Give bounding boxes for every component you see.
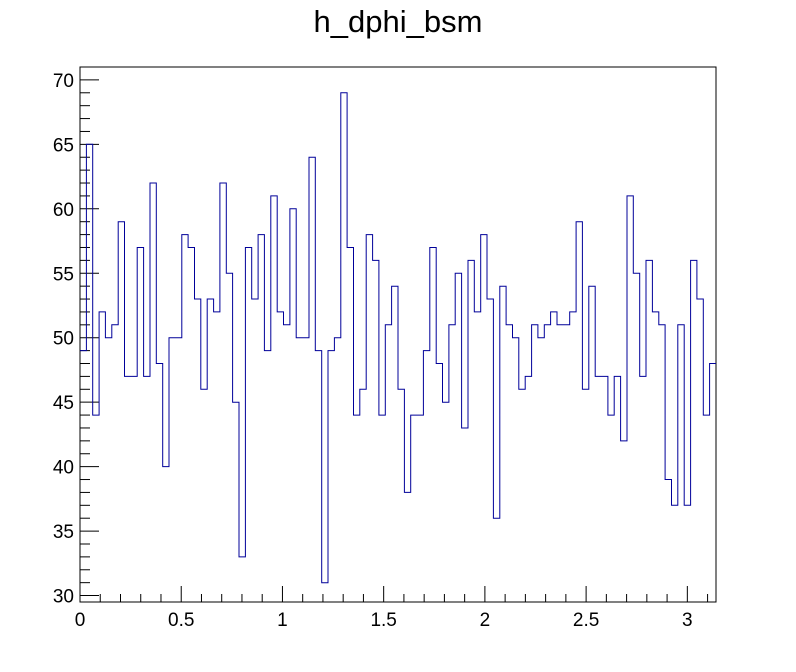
chart-title: h_dphi_bsm <box>314 4 483 39</box>
x-tick-label: 2 <box>480 610 491 631</box>
axis-ticks <box>79 66 709 602</box>
y-tick-label: 55 <box>53 264 74 285</box>
y-tick-label: 50 <box>53 329 74 350</box>
y-tick-label: 60 <box>53 200 74 221</box>
x-tick-label: 1.5 <box>370 610 396 631</box>
y-tick-label: 40 <box>53 458 74 479</box>
y-tick-label: 30 <box>53 587 74 608</box>
y-tick-label: 35 <box>53 522 74 543</box>
x-tick-label: 0.5 <box>168 610 194 631</box>
x-tick-label: 1 <box>277 610 288 631</box>
histogram-series-line <box>80 92 716 584</box>
x-tick-label: 0 <box>75 610 86 631</box>
plot-frame <box>79 66 717 603</box>
x-tick-label: 3 <box>682 610 693 631</box>
x-tick-label: 2.5 <box>573 610 599 631</box>
y-axis-tick-labels: 30 35 40 45 50 55 60 65 70 <box>53 71 74 608</box>
x-axis-tick-labels: 0 0.5 1 1.5 2 2.5 3 <box>75 610 693 631</box>
y-tick-label: 70 <box>53 71 74 92</box>
y-tick-label: 65 <box>53 135 74 156</box>
y-tick-label: 45 <box>53 393 74 414</box>
